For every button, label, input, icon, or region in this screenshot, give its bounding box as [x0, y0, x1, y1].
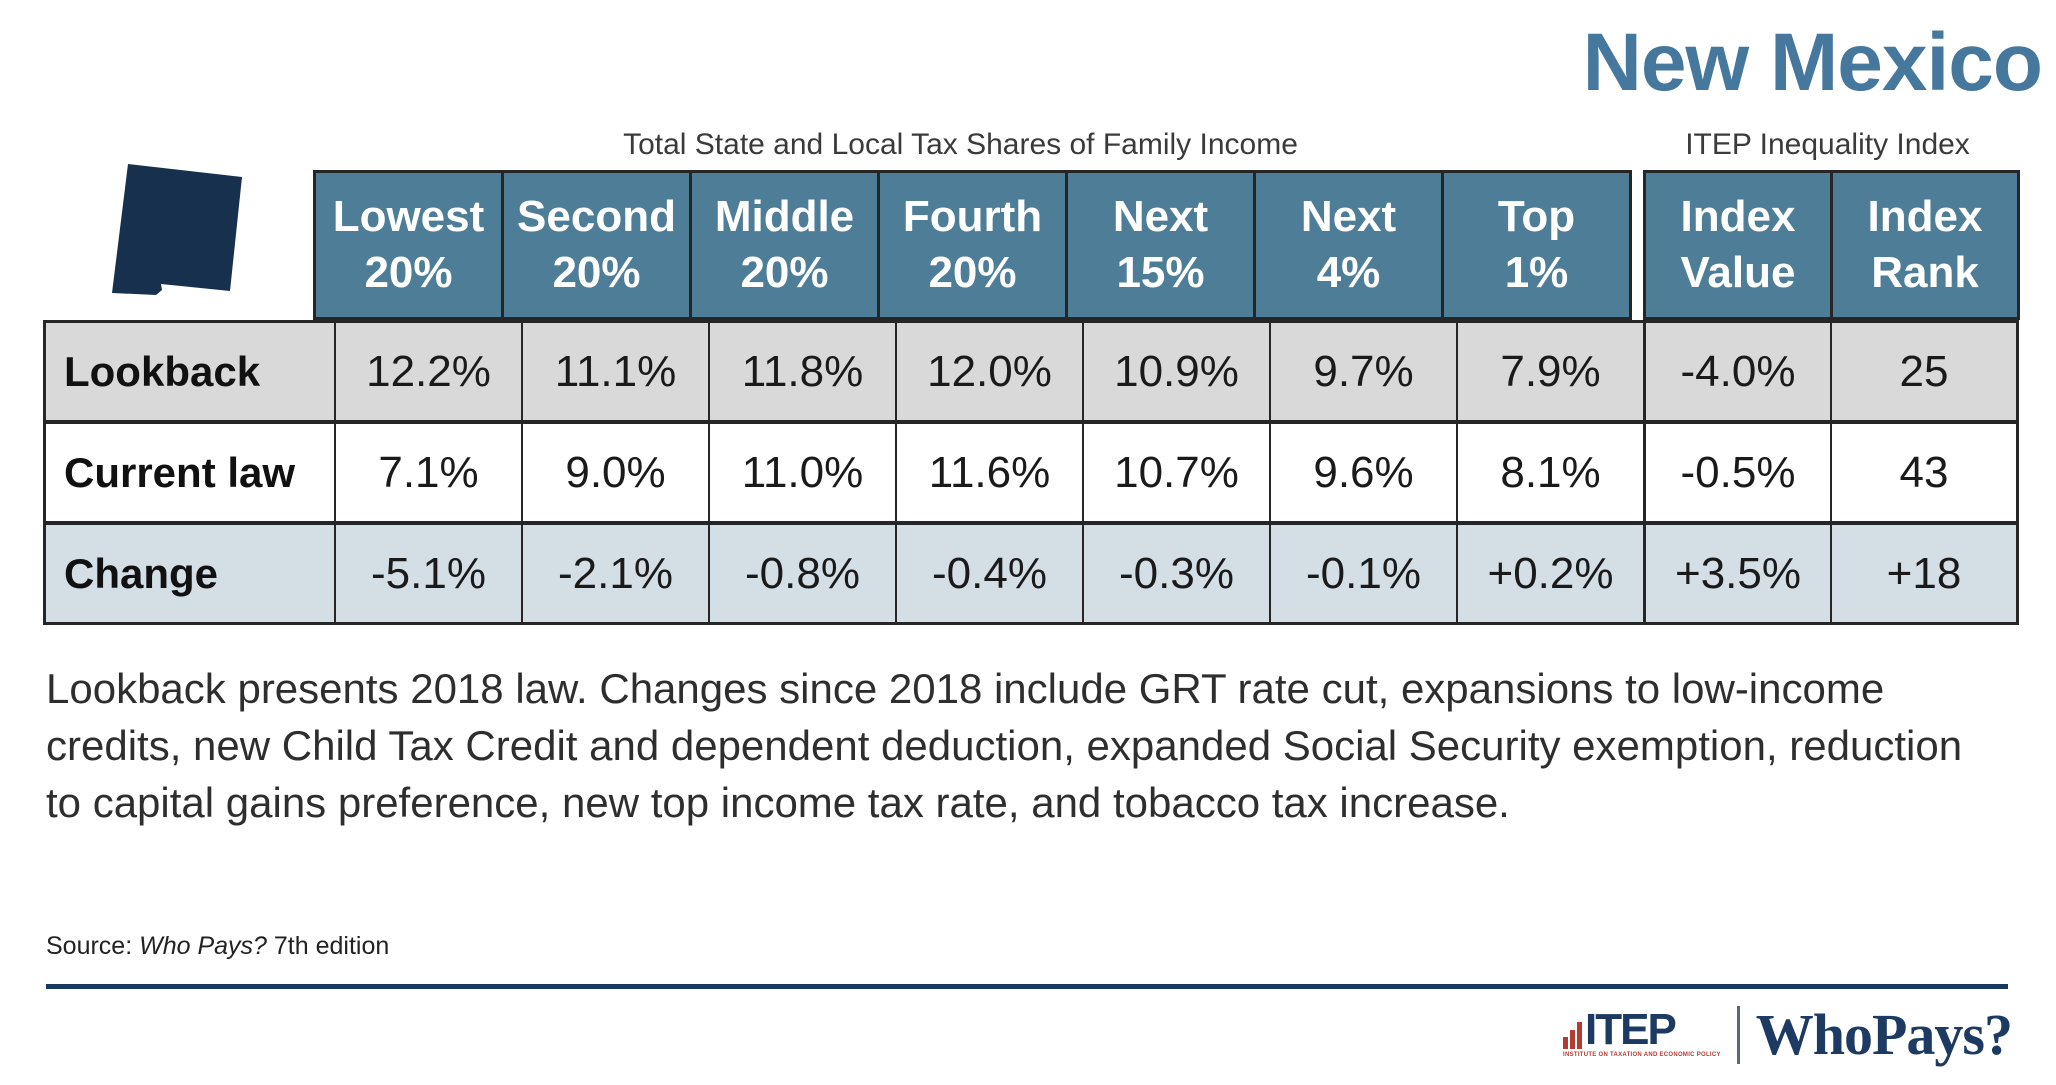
- index-table-header: Index Value Index Rank: [1643, 170, 2020, 320]
- column-header-line1: Index: [1680, 191, 1796, 241]
- column-header-middle-20: Middle 20%: [689, 170, 880, 320]
- table-cell: +18: [1830, 521, 2019, 624]
- table-row-change: Change -5.1% -2.1% -0.8% -0.4% -0.3% -0.…: [43, 521, 1646, 624]
- table-cell: 9.7%: [1269, 321, 1458, 422]
- column-header-second-20: Second 20%: [501, 170, 692, 320]
- index-table-body: -4.0% 25 -0.5% 43 +3.5% +18: [1643, 320, 2019, 625]
- table-row-change-index: +3.5% +18: [1643, 521, 2019, 624]
- column-header-index-rank: Index Rank: [1830, 170, 2020, 320]
- column-header-line1: Top: [1497, 191, 1576, 241]
- itep-logo-top: ITEP: [1563, 1005, 1677, 1055]
- source-suffix: 7th edition: [266, 932, 390, 960]
- column-header-top-1: Top 1%: [1441, 170, 1632, 320]
- table-cell: 7.1%: [334, 420, 523, 523]
- header-row: Lowest 20% Second 20% Middle 20% Fourth …: [313, 170, 1632, 320]
- column-header-line1: Lowest: [332, 191, 485, 241]
- row-label: Current law: [43, 420, 336, 523]
- table-cell: -0.3%: [1082, 521, 1271, 624]
- column-header-line1: Middle: [714, 191, 855, 241]
- table-cell: 7.9%: [1456, 321, 1646, 422]
- column-header-line2: 15%: [1116, 248, 1205, 297]
- main-table-body: Lookback 12.2% 11.1% 11.8% 12.0% 10.9% 9…: [43, 320, 1646, 625]
- table-cell: 9.6%: [1269, 420, 1458, 523]
- table-cell: 10.9%: [1082, 321, 1271, 422]
- column-header-next-4: Next 4%: [1253, 170, 1444, 320]
- source-line: Source: Who Pays? 7th edition: [46, 932, 389, 961]
- footer-divider-rule: [46, 984, 2008, 989]
- table-cell: +3.5%: [1643, 521, 1832, 624]
- table-cell: -0.5%: [1643, 420, 1832, 523]
- source-prefix: Source:: [46, 932, 140, 960]
- header-row: Index Value Index Rank: [1643, 170, 2020, 320]
- table-cell: -0.4%: [895, 521, 1084, 624]
- table-row-current-law: Current law 7.1% 9.0% 11.0% 11.6% 10.7% …: [43, 420, 1646, 523]
- table-cell: -0.1%: [1269, 521, 1458, 624]
- column-header-line2: 20%: [552, 248, 641, 297]
- table-cell: 12.0%: [895, 321, 1084, 422]
- itep-bar-chart-icon: [1563, 1021, 1583, 1049]
- column-header-line2: 20%: [364, 248, 453, 297]
- table-cell: 11.1%: [521, 321, 710, 422]
- table-row-current-law-index: -0.5% 43: [1643, 420, 2019, 523]
- table-cell: 11.8%: [708, 321, 897, 422]
- table-cell: -0.8%: [708, 521, 897, 624]
- table-cell: +0.2%: [1456, 521, 1646, 624]
- table-cell: 12.2%: [334, 321, 523, 422]
- logo-divider: [1736, 1006, 1740, 1064]
- table-row-lookback-index: -4.0% 25: [1643, 321, 2019, 422]
- column-header-next-15: Next 15%: [1065, 170, 1256, 320]
- footer-logos: ITEP INSTITUTE ON TAXATION AND ECONOMIC …: [1563, 1002, 2013, 1067]
- new-mexico-state-icon: [112, 164, 242, 295]
- source-publication: Who Pays?: [139, 932, 267, 960]
- column-header-line2: 4%: [1316, 248, 1381, 297]
- table-cell: 11.0%: [708, 420, 897, 523]
- column-header-line2: 20%: [928, 248, 1017, 297]
- table-cell: 8.1%: [1456, 420, 1646, 523]
- main-table-header: Lowest 20% Second 20% Middle 20% Fourth …: [313, 170, 1632, 320]
- row-label: Change: [43, 521, 336, 624]
- itep-wordmark: ITEP: [1585, 1005, 1677, 1055]
- main-table-heading: Total State and Local Tax Shares of Fami…: [623, 128, 1298, 161]
- page-title: New Mexico: [1582, 17, 2043, 108]
- table-cell: 10.7%: [1082, 420, 1271, 523]
- itep-logo: ITEP INSTITUTE ON TAXATION AND ECONOMIC …: [1563, 1005, 1721, 1058]
- column-header-line2: Rank: [1871, 248, 1979, 297]
- column-header-line2: 20%: [740, 248, 829, 297]
- row-label: Lookback: [43, 321, 336, 422]
- table-cell: -2.1%: [521, 521, 710, 624]
- column-header-line1: Second: [517, 191, 676, 241]
- column-header-index-value: Index Value: [1643, 170, 1833, 320]
- column-header-line1: Next: [1112, 191, 1209, 241]
- column-header-fourth-20: Fourth 20%: [877, 170, 1068, 320]
- index-table-heading: ITEP Inequality Index: [1685, 128, 1970, 161]
- table-row-lookback: Lookback 12.2% 11.1% 11.8% 12.0% 10.9% 9…: [43, 321, 1646, 422]
- itep-tagline: INSTITUTE ON TAXATION AND ECONOMIC POLIC…: [1563, 1051, 1721, 1058]
- column-header-line1: Index: [1867, 191, 1983, 241]
- column-header-line2: 1%: [1504, 248, 1569, 297]
- column-header-line1: Fourth: [902, 191, 1043, 241]
- table-cell: -4.0%: [1643, 321, 1832, 422]
- table-cell: 43: [1830, 420, 2019, 523]
- methodology-note: Lookback presents 2018 law. Changes sinc…: [46, 665, 1963, 827]
- table-cell: -5.1%: [334, 521, 523, 624]
- table-cell: 9.0%: [521, 420, 710, 523]
- column-header-lowest-20: Lowest 20%: [313, 170, 504, 320]
- column-header-line2: Value: [1680, 248, 1796, 297]
- table-cell: 11.6%: [895, 420, 1084, 523]
- whopays-wordmark: WhoPays?: [1755, 1002, 2013, 1067]
- column-header-line1: Next: [1300, 191, 1397, 241]
- table-cell: 25: [1830, 321, 2019, 422]
